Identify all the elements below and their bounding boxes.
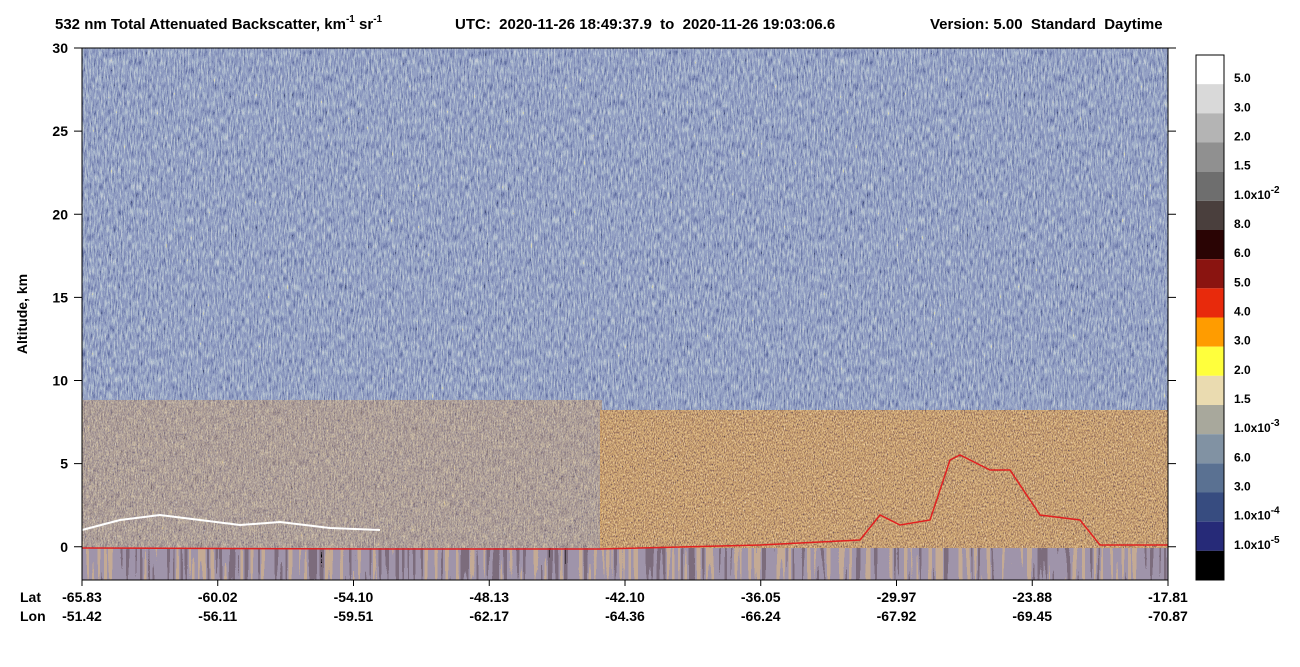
colorbar-swatch — [1196, 259, 1224, 289]
x-tick-label: -64.36 — [605, 608, 645, 624]
colorbar-swatch — [1196, 434, 1224, 464]
y-tick-label: 30 — [52, 40, 68, 56]
colorbar-label: 5.0 — [1234, 71, 1251, 85]
colorbar-label: 8.0 — [1234, 217, 1251, 231]
colorbar-label: 2.0 — [1234, 363, 1251, 377]
colorbar-label: 1.5 — [1234, 392, 1251, 406]
colorbar-swatch — [1196, 142, 1224, 172]
colorbar-label: 1.0x10-4 — [1234, 506, 1280, 523]
colorbar-label: 2.0 — [1234, 130, 1251, 144]
colorbar-label-exponent: -4 — [1271, 506, 1280, 517]
colorbar-label: 6.0 — [1234, 246, 1251, 260]
colorbar-label: 1.5 — [1234, 159, 1251, 173]
colorbar-label: 1.0x10-5 — [1234, 535, 1280, 552]
colorbar-label: 5.0 — [1234, 275, 1251, 289]
colorbar-swatch — [1196, 113, 1224, 143]
colorbar-label-exponent: -3 — [1271, 418, 1280, 429]
colorbar-label-exponent: -5 — [1271, 535, 1280, 546]
colorbar-label-text: 1.0x10 — [1234, 538, 1271, 552]
colorbar-swatch — [1196, 288, 1224, 318]
x-tick-label: -69.45 — [1012, 608, 1052, 624]
x-tick-label: -54.10 — [334, 589, 374, 605]
x-tick-label: -59.51 — [334, 608, 374, 624]
backscatter-image — [81, 48, 1168, 580]
y-tick-label: 25 — [52, 123, 68, 139]
x-tick-label: -65.83 — [62, 589, 102, 605]
y-tick-label: 5 — [60, 456, 68, 472]
colorbar-label: 3.0 — [1234, 480, 1251, 494]
y-axis-label: Altitude, km — [14, 274, 30, 354]
x-tick-label: -29.97 — [877, 589, 917, 605]
x-tick-label: -62.17 — [469, 608, 509, 624]
colorbar-swatch — [1196, 200, 1224, 230]
x-tick-label: -66.24 — [741, 608, 781, 624]
x-tick-label: -17.81 — [1148, 589, 1188, 605]
colorbar-swatch — [1196, 405, 1224, 435]
x-tick-label: -51.42 — [62, 608, 102, 624]
y-tick-label: 20 — [52, 206, 68, 222]
colorbar-label-text: 1.0x10 — [1234, 509, 1271, 523]
colorbar-swatch — [1196, 317, 1224, 347]
colorbar-swatch — [1196, 346, 1224, 376]
chart-title: 532 nm Total Attenuated Backscatter, km-… — [55, 14, 383, 33]
x-row-name: Lat — [20, 589, 41, 605]
x-tick-label: -23.88 — [1012, 589, 1052, 605]
colorbar-label-text: 1.0x10 — [1234, 421, 1271, 435]
colorbar-label: 6.0 — [1234, 450, 1251, 464]
x-tick-label: -56.11 — [198, 608, 237, 624]
colorbar-label-text: 1.0x10 — [1234, 188, 1271, 202]
colorbar-swatch — [1196, 375, 1224, 405]
colorbar-label: 1.0x10-3 — [1234, 418, 1280, 435]
colorbar-swatch — [1196, 492, 1224, 522]
colorbar-swatch — [1196, 230, 1224, 260]
colorbar-frame — [1195, 54, 1225, 581]
colorbar-label: 3.0 — [1234, 334, 1251, 348]
colorbar-swatch — [1196, 84, 1224, 114]
colorbar-label: 4.0 — [1234, 305, 1251, 319]
colorbar-swatch — [1196, 521, 1224, 551]
y-tick-label: 10 — [52, 373, 68, 389]
colorbar-label-exponent: -2 — [1271, 185, 1280, 196]
x-tick-label: -36.05 — [741, 589, 781, 605]
colorbar-swatch — [1196, 463, 1224, 493]
x-tick-label: -42.10 — [605, 589, 645, 605]
x-tick-label: -48.13 — [469, 589, 509, 605]
y-tick-label: 0 — [60, 539, 68, 555]
version: Version: 5.00 Standard Daytime — [930, 16, 1163, 33]
utc-range: UTC: 2020-11-26 18:49:37.9 to 2020-11-26… — [455, 16, 835, 33]
colorbar-swatch — [1196, 171, 1224, 201]
x-tick-label: -60.02 — [198, 589, 238, 605]
x-tick-label: -67.92 — [877, 608, 917, 624]
x-tick-label: -70.87 — [1148, 608, 1188, 624]
colorbar-label: 3.0 — [1234, 100, 1251, 114]
colorbar-label: 1.0x10-2 — [1234, 185, 1280, 202]
colorbar-swatch — [1196, 55, 1224, 85]
y-tick-label: 15 — [52, 289, 68, 305]
colorbar-swatch — [1196, 550, 1224, 580]
x-row-name: Lon — [20, 608, 46, 624]
